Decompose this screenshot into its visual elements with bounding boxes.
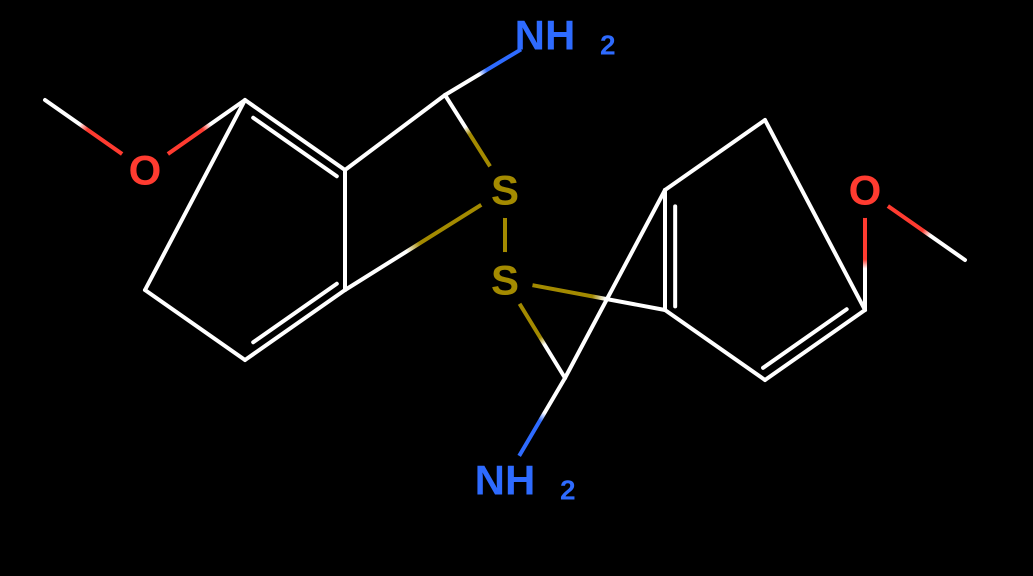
atom-n: NH	[515, 12, 576, 59]
atom-subscript: 2	[600, 30, 616, 61]
atom-s: S	[491, 167, 519, 214]
molecule-diagram: O NH 2 SS NH 2 O	[0, 0, 1033, 576]
atom-n: NH	[475, 457, 536, 504]
atom-subscript: 2	[560, 475, 576, 506]
atom-o: O	[849, 167, 882, 214]
atom-s: S	[491, 257, 519, 304]
atom-o: O	[129, 147, 162, 194]
